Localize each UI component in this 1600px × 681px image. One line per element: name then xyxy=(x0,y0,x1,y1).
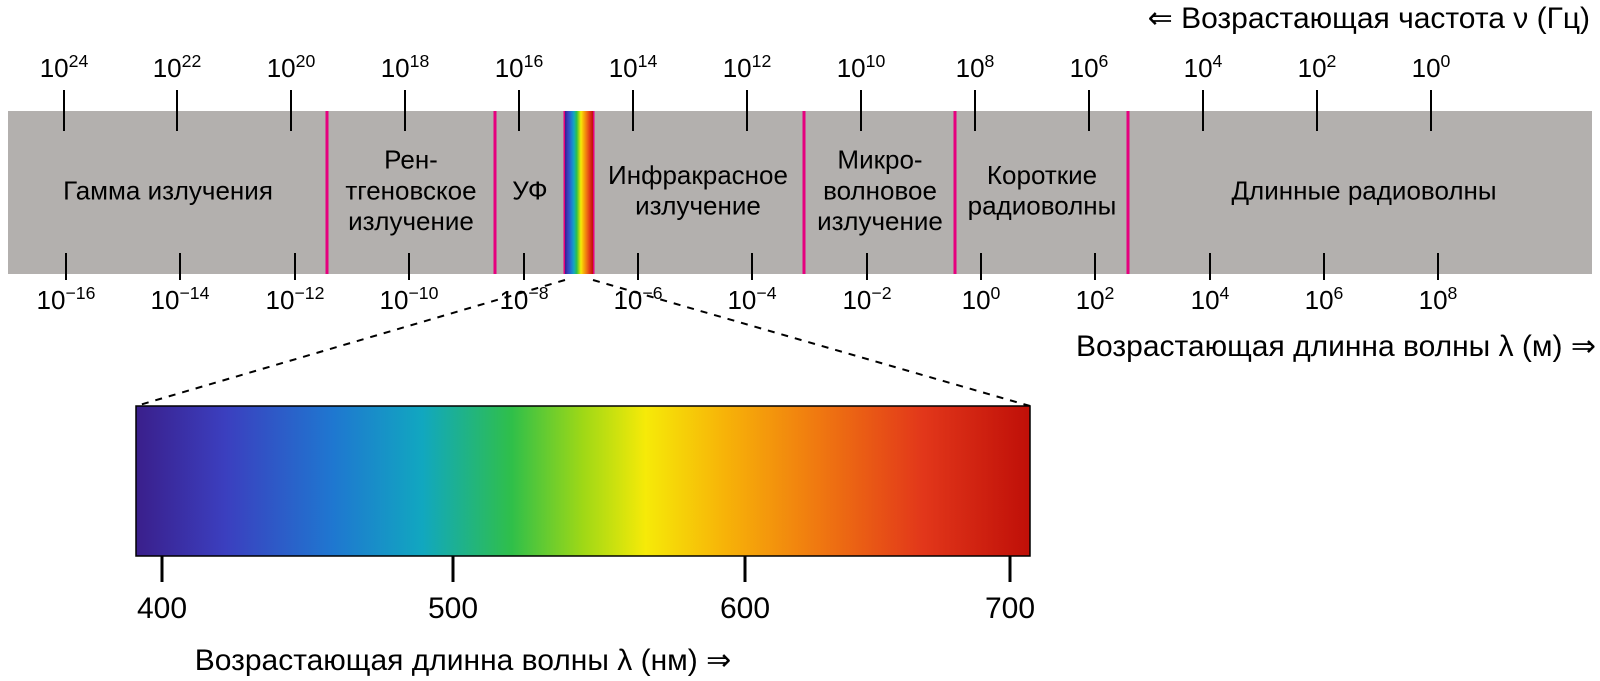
region-label: УФ xyxy=(512,175,547,205)
svg-text:1024: 1024 xyxy=(40,51,89,83)
svg-text:УФ: УФ xyxy=(512,175,547,205)
svg-text:Гамма излучения: Гамма излучения xyxy=(63,175,273,205)
svg-text:Длинные радиоволны: Длинные радиоволны xyxy=(1231,175,1496,205)
sci-label: 1016 xyxy=(495,51,544,83)
em-spectrum-diagram: ⇐ Возрастающая частота ν (Гц) Гамма излуч… xyxy=(0,0,1600,681)
svg-text:106: 106 xyxy=(1070,51,1109,83)
svg-text:1010: 1010 xyxy=(837,51,886,83)
region-label: Гамма излучения xyxy=(63,175,273,205)
sci-label: 106 xyxy=(1305,283,1344,315)
sci-label: 10−16 xyxy=(37,283,96,315)
svg-text:1018: 1018 xyxy=(381,51,430,83)
svg-text:излучение: излучение xyxy=(817,206,943,236)
svg-text:104: 104 xyxy=(1191,283,1230,315)
svg-text:1012: 1012 xyxy=(723,51,772,83)
sci-label: 1010 xyxy=(837,51,886,83)
region-label: Длинные радиоволны xyxy=(1231,175,1496,205)
svg-text:Короткие: Короткие xyxy=(987,160,1097,190)
svg-text:тгеновское: тгеновское xyxy=(345,175,476,205)
sci-label: 10−14 xyxy=(151,283,210,315)
svg-text:108: 108 xyxy=(956,51,995,83)
visible-spectrum-bar xyxy=(136,406,1030,556)
sci-label: 10−10 xyxy=(380,283,439,315)
sci-label: 104 xyxy=(1184,51,1223,83)
svg-text:10−12: 10−12 xyxy=(266,283,325,315)
svg-text:волновое: волновое xyxy=(823,175,937,205)
svg-text:104: 104 xyxy=(1184,51,1223,83)
svg-text:102: 102 xyxy=(1298,51,1337,83)
svg-text:Инфракрасное: Инфракрасное xyxy=(608,160,788,190)
svg-text:1020: 1020 xyxy=(267,51,316,83)
frequency-header: ⇐ Возрастающая частота ν (Гц) xyxy=(1148,2,1590,35)
svg-text:радиоволны: радиоволны xyxy=(968,191,1117,221)
svg-text:10−14: 10−14 xyxy=(151,283,210,315)
visible-tick-label: 500 xyxy=(428,592,478,625)
sci-label: 10−8 xyxy=(499,283,548,315)
sci-label: 10−4 xyxy=(727,283,776,315)
sci-label: 10−12 xyxy=(266,283,325,315)
svg-text:излучение: излучение xyxy=(635,191,761,221)
sci-label: 100 xyxy=(1412,51,1451,83)
sci-label: 100 xyxy=(962,283,1001,315)
sci-label: 106 xyxy=(1070,51,1109,83)
visible-tick-label: 400 xyxy=(137,592,187,625)
svg-text:10−10: 10−10 xyxy=(380,283,439,315)
sci-label: 1020 xyxy=(267,51,316,83)
svg-text:10−8: 10−8 xyxy=(499,283,548,315)
svg-text:1014: 1014 xyxy=(609,51,658,83)
svg-text:10−16: 10−16 xyxy=(37,283,96,315)
svg-text:Микро-: Микро- xyxy=(837,145,922,175)
sci-label: 1012 xyxy=(723,51,772,83)
sci-label: 104 xyxy=(1191,283,1230,315)
svg-text:излучение: излучение xyxy=(348,206,474,236)
svg-text:100: 100 xyxy=(962,283,1001,315)
svg-text:102: 102 xyxy=(1076,283,1115,315)
svg-text:10−4: 10−4 xyxy=(727,283,776,315)
svg-text:1022: 1022 xyxy=(153,51,202,83)
sci-label: 102 xyxy=(1076,283,1115,315)
svg-text:108: 108 xyxy=(1419,283,1458,315)
visible-tick-label: 700 xyxy=(985,592,1035,625)
sci-label: 102 xyxy=(1298,51,1337,83)
sci-label: 108 xyxy=(956,51,995,83)
visible-tick-label: 600 xyxy=(720,592,770,625)
sci-label: 1018 xyxy=(381,51,430,83)
svg-text:106: 106 xyxy=(1305,283,1344,315)
sci-label: 1024 xyxy=(40,51,89,83)
svg-text:10−2: 10−2 xyxy=(842,283,891,315)
visible-caption: Возрастающая длинна волны λ (нм) ⇒ xyxy=(195,644,732,677)
svg-text:Рен-: Рен- xyxy=(384,145,438,175)
visible-sliver xyxy=(565,111,593,274)
region-label: Короткиерадиоволны xyxy=(968,160,1117,221)
sci-label: 108 xyxy=(1419,283,1458,315)
sci-label: 1014 xyxy=(609,51,658,83)
svg-text:1016: 1016 xyxy=(495,51,544,83)
svg-text:100: 100 xyxy=(1412,51,1451,83)
sci-label: 10−2 xyxy=(842,283,891,315)
sci-label: 1022 xyxy=(153,51,202,83)
wavelength-header: Возрастающая длинна волны λ (м) ⇒ xyxy=(1076,330,1596,363)
